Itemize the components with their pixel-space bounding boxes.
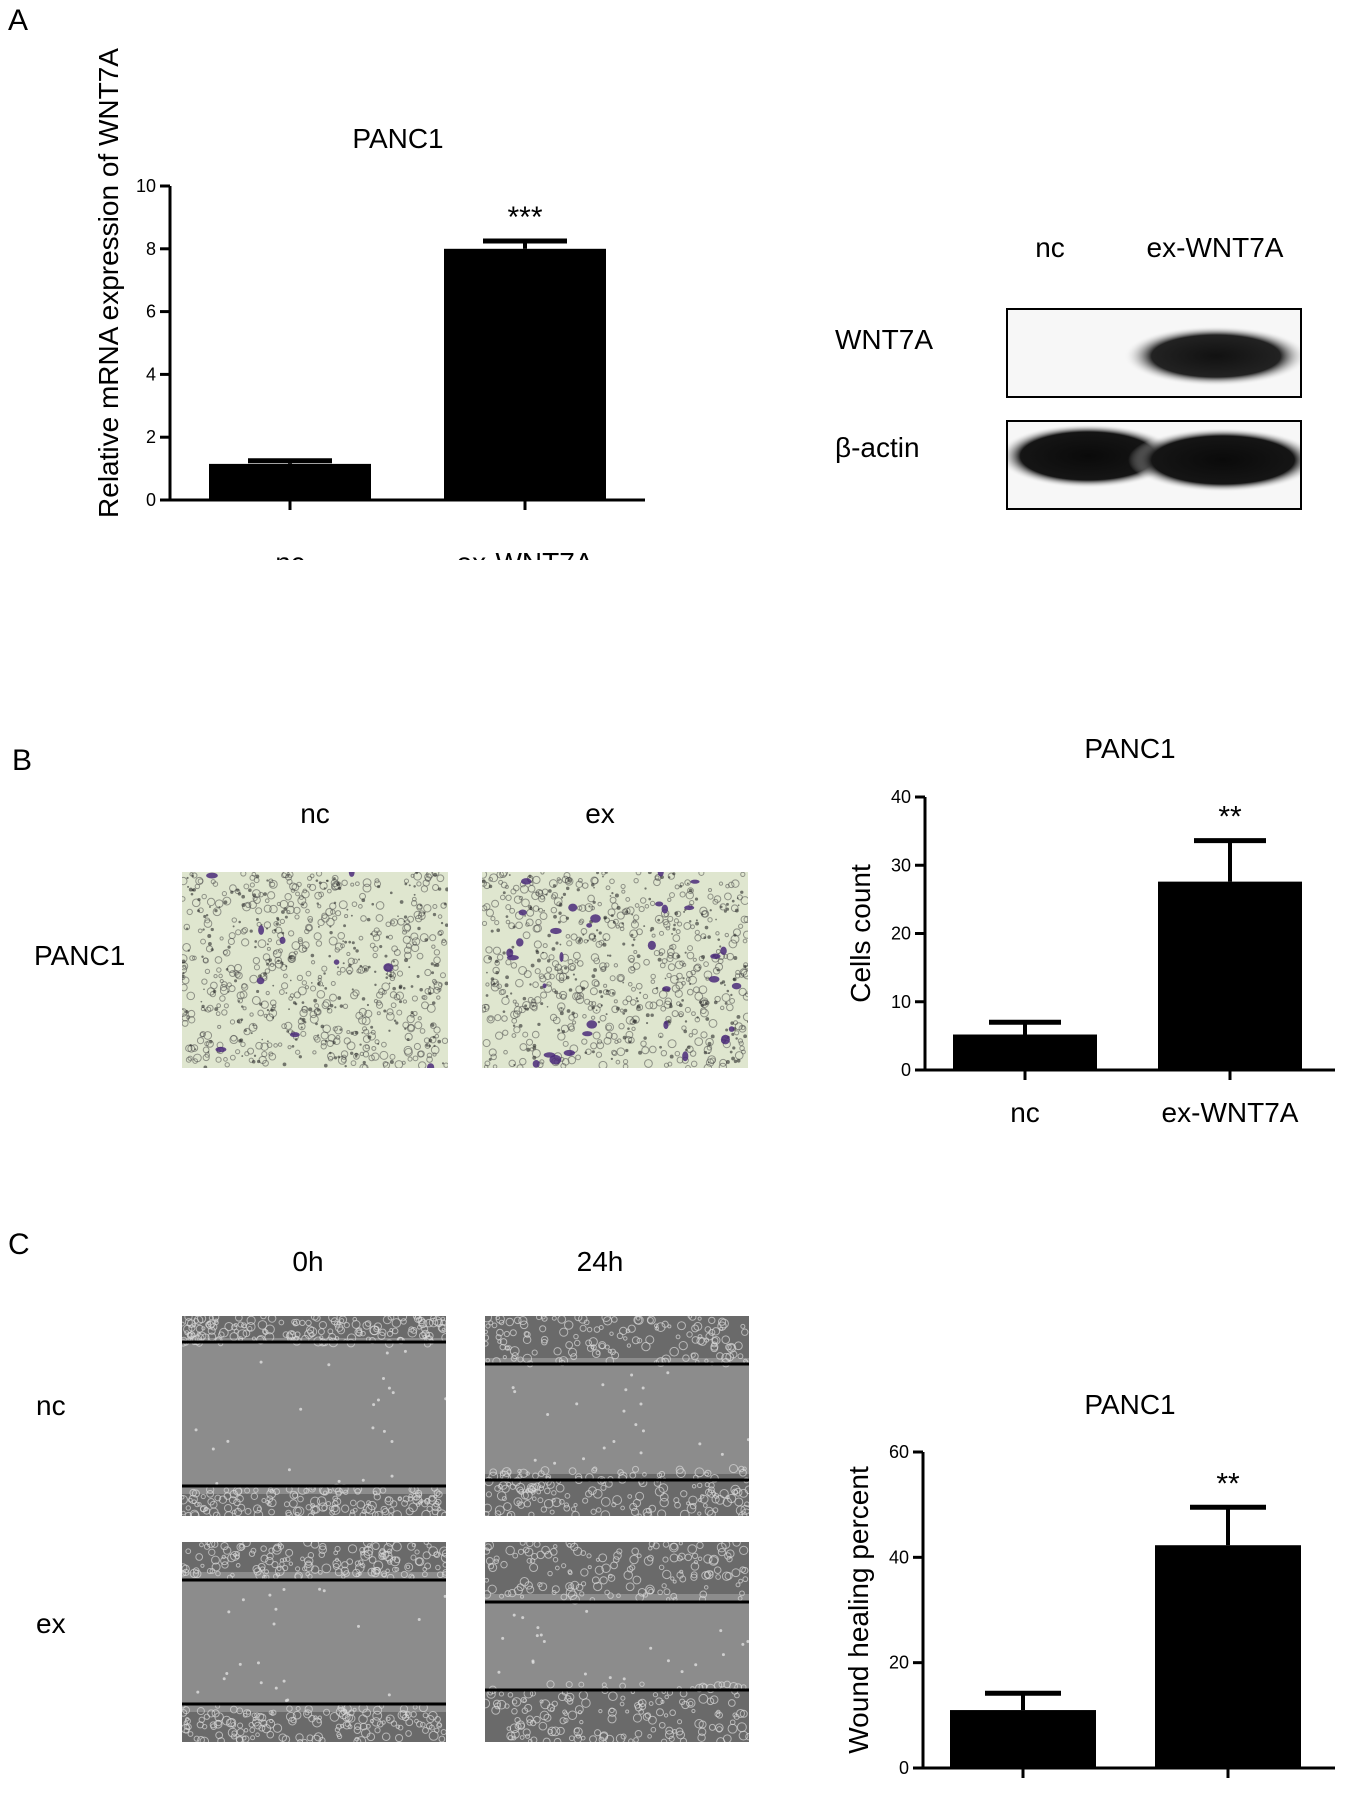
wound-row-label-ex: ex [36,1608,66,1639]
chart-b-ytick-label-0: 0 [901,1060,911,1080]
chart-a-bar-1 [444,248,606,500]
chart-a-ytick-label-2: 4 [146,364,156,384]
chart-a-xtick-label-0: nc [275,547,305,560]
chart-a-ylabel: Relative mRNA expression of WNT7A [93,48,124,518]
chart-a-xtick-label-1: ex-WNT7A [457,547,594,560]
chart-c-ylabel: Wound healing percent [843,1466,874,1754]
blot-row-label-actin: β-actin [835,432,920,463]
chart-c-ytick-label-3: 60 [889,1442,909,1462]
chart-b-ytick-label-3: 30 [891,855,911,875]
chart-b-ylabel: Cells count [845,864,876,1003]
wound-col-label-0h: 0h [292,1246,324,1277]
wound-row-label-nc: nc [36,1390,66,1421]
chart-c-ytick-label-0: 0 [899,1758,909,1778]
blot-actin-bands [998,424,1318,492]
transwell-col-label-ex: ex [585,798,615,829]
blot-wnt7a [1006,308,1308,398]
wound-col-label-24h: 24h [576,1246,624,1277]
chart-c-significance-1: ** [1216,1467,1240,1500]
chart-a-ytick-label-3: 6 [146,302,156,322]
chart-b-xtick-label-0: nc [1010,1097,1040,1128]
chart-a-ytick-label-4: 8 [146,239,156,259]
chart-b-bar-1 [1158,881,1302,1070]
blot-row-label-wnt7a: WNT7A [835,324,933,355]
panel-letter-a: A [8,4,29,37]
chart-c-xtick-label-1: ex-WNT7A [1160,1793,1297,1796]
chart-b-cells-count: PANC1 Cells count 0 10 20 30 40 nc ex-WNT7A ** [845,733,1335,1128]
chart-c-title: PANC1 [1084,1389,1175,1420]
transwell-row-label: PANC1 [34,940,126,971]
chart-c-wound-healing: PANC1 Wound healing percent 0 20 40 60 nc ex-WN… [843,1389,1335,1796]
chart-a-ytick-label-0: 0 [146,490,156,510]
chart-b-ytick-label-4: 40 [891,787,911,807]
chart-b-ytick-label-1: 10 [891,992,911,1012]
chart-a-bar-0 [209,463,371,500]
chart-a-ytick-label-5: 10 [136,176,156,196]
wound-image-nc-24h [485,1316,749,1516]
blot-lane-label-ex: ex-WNT7A [1146,232,1284,263]
chart-c-xtick-label-0: nc [1008,1793,1038,1796]
chart-a-significance-1: *** [507,201,542,234]
chart-c-ytick-label-1: 20 [889,1653,909,1673]
blot-wnt7a-band [1124,326,1308,386]
chart-a-mrna-expression: PANC1 Relative mRNA expression of WNT7A 0 2… [93,48,645,560]
chart-b-title: PANC1 [1084,733,1175,764]
panel-letter-b: B [12,744,33,777]
transwell-image-nc [182,872,448,1068]
chart-b-significance-1: ** [1218,801,1242,834]
wound-image-ex-24h [485,1542,749,1742]
chart-c-bar-0 [950,1710,1096,1768]
chart-c-bar-1 [1155,1545,1301,1768]
transwell-image-ex [482,872,748,1068]
chart-a-title: PANC1 [352,123,443,154]
chart-c-ytick-label-2: 40 [889,1547,909,1567]
blot-lane-label-nc: nc [1035,232,1065,263]
chart-b-xtick-label-1: ex-WNT7A [1162,1097,1299,1128]
blot-actin [998,420,1318,510]
panel-letter-c: C [8,1228,30,1261]
chart-b-bar-0 [953,1034,1097,1070]
chart-b-ytick-label-2: 20 [891,924,911,944]
wound-image-nc-0h [182,1316,446,1516]
transwell-col-label-nc: nc [300,798,330,829]
chart-a-ytick-label-1: 2 [146,427,156,447]
wound-image-ex-0h [182,1542,446,1742]
